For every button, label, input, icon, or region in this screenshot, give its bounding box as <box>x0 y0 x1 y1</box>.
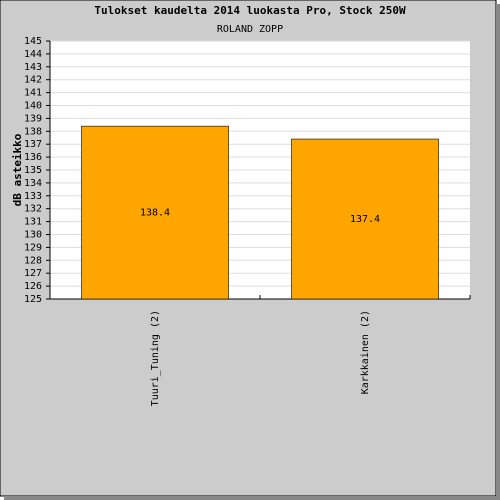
y-tick-label: 129 <box>24 242 42 253</box>
chart-subtitle: ROLAND ZOPP <box>217 24 283 35</box>
y-tick-label: 127 <box>24 268 42 279</box>
y-tick-label: 125 <box>24 294 42 305</box>
value-label: 138.4 <box>140 208 170 219</box>
y-tick-label: 128 <box>24 255 42 266</box>
x-tick-label: Karkkainen (2) <box>360 310 371 394</box>
bar <box>81 125 229 300</box>
y-tick-label: 130 <box>24 230 42 241</box>
bar <box>291 138 439 300</box>
shadow <box>4 496 500 500</box>
shadow <box>496 4 500 500</box>
y-tick-label: 131 <box>24 217 42 228</box>
x-tick-label: Tuuri_Tuning (2) <box>150 310 161 406</box>
y-tick-label: 144 <box>24 49 42 60</box>
y-tick-label: 134 <box>24 178 42 189</box>
y-tick-label: 137 <box>24 139 42 150</box>
y-tick-label: 139 <box>24 113 42 124</box>
chart-title: Tulokset kaudelta 2014 luokasta Pro, Sto… <box>94 4 406 17</box>
y-tick-label: 135 <box>24 165 42 176</box>
y-tick-label: 138 <box>24 126 42 137</box>
y-axis-label: dB asteikko <box>11 133 24 206</box>
y-tick-label: 132 <box>24 204 42 215</box>
y-tick-label: 140 <box>24 101 42 112</box>
y-tick-label: 143 <box>24 62 42 73</box>
y-tick-label: 136 <box>24 152 42 163</box>
value-label: 137.4 <box>350 214 380 225</box>
y-tick-label: 133 <box>24 191 42 202</box>
y-tick-label: 141 <box>24 88 42 99</box>
y-tick-label: 126 <box>24 281 42 292</box>
y-tick-label: 142 <box>24 75 42 86</box>
y-tick-label: 145 <box>24 36 42 47</box>
